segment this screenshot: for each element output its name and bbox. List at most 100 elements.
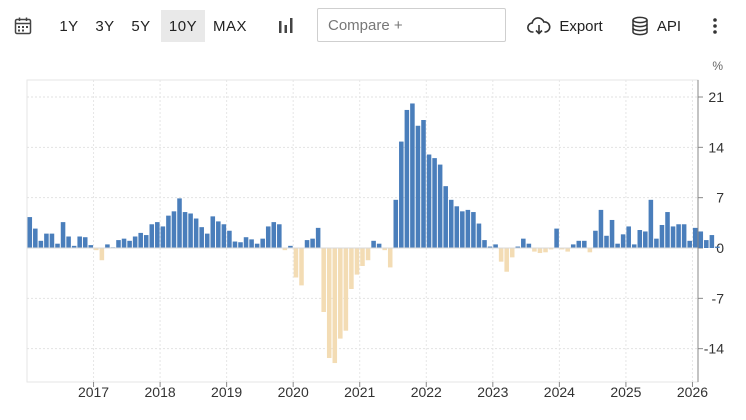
bar[interactable] [38, 240, 44, 248]
bar[interactable] [631, 244, 637, 248]
bar[interactable] [637, 230, 643, 248]
bar[interactable] [116, 240, 121, 248]
bar[interactable] [88, 245, 94, 248]
bar[interactable] [471, 212, 476, 248]
bar[interactable] [704, 240, 709, 248]
bar[interactable] [149, 224, 155, 248]
bar[interactable] [648, 199, 654, 248]
bar[interactable] [155, 222, 160, 248]
bar[interactable] [476, 223, 482, 248]
bar[interactable] [299, 248, 304, 286]
bar[interactable] [465, 209, 471, 248]
bar[interactable] [537, 248, 543, 254]
bar[interactable] [33, 228, 38, 248]
bar[interactable] [315, 227, 321, 248]
bar[interactable] [565, 248, 570, 252]
bar[interactable] [138, 232, 143, 248]
bar[interactable] [432, 158, 437, 248]
bar[interactable] [288, 245, 293, 248]
bar[interactable] [448, 199, 454, 248]
bar[interactable] [210, 216, 216, 248]
bar[interactable] [132, 236, 138, 249]
bar[interactable] [715, 246, 720, 248]
export-button[interactable]: Export [522, 10, 608, 42]
bar[interactable] [171, 211, 177, 248]
bar[interactable] [387, 248, 393, 268]
bar[interactable] [554, 228, 559, 248]
bar[interactable] [94, 248, 99, 251]
bar[interactable] [354, 248, 360, 275]
bar[interactable] [293, 248, 299, 278]
bar[interactable] [515, 246, 521, 248]
bar[interactable] [199, 227, 204, 248]
bar[interactable] [232, 241, 238, 248]
bar[interactable] [593, 230, 598, 248]
bar[interactable] [382, 248, 387, 251]
bar[interactable] [243, 237, 249, 248]
bar[interactable] [371, 240, 376, 248]
bar[interactable] [376, 243, 382, 248]
bar[interactable] [487, 246, 493, 248]
bar[interactable] [615, 243, 620, 248]
bar[interactable] [559, 248, 565, 250]
bar[interactable] [587, 248, 593, 253]
bar[interactable] [326, 248, 332, 359]
bar[interactable] [681, 224, 687, 248]
bar[interactable] [271, 222, 277, 248]
bar[interactable] [443, 186, 448, 248]
bar[interactable] [659, 224, 665, 248]
bar[interactable] [643, 231, 648, 248]
bar[interactable] [543, 248, 548, 253]
bar[interactable] [166, 215, 171, 248]
bar[interactable] [360, 248, 365, 266]
bar[interactable] [216, 221, 221, 248]
bar[interactable] [399, 141, 404, 248]
bar[interactable] [188, 213, 193, 248]
bar[interactable] [343, 248, 349, 331]
bar[interactable] [66, 236, 71, 249]
bar[interactable] [49, 233, 55, 248]
bar[interactable] [709, 235, 715, 248]
range-max-button[interactable]: MAX [212, 17, 247, 35]
bar[interactable] [421, 120, 426, 248]
api-button[interactable]: API [626, 10, 686, 42]
bar[interactable] [692, 227, 698, 248]
bar[interactable] [332, 248, 338, 364]
bar[interactable] [127, 240, 132, 248]
calendar-button[interactable] [9, 10, 37, 42]
bar[interactable] [410, 103, 415, 248]
bar[interactable] [71, 245, 77, 248]
bar[interactable] [676, 224, 681, 248]
bar[interactable] [493, 244, 498, 248]
bar[interactable] [55, 243, 60, 248]
more-menu-button[interactable] [704, 10, 726, 42]
bar[interactable] [260, 238, 265, 248]
bar[interactable] [393, 199, 399, 248]
bar[interactable] [670, 226, 676, 248]
bar[interactable] [521, 238, 526, 248]
bar[interactable] [282, 248, 288, 251]
bar[interactable] [221, 224, 227, 248]
chart-type-button[interactable] [273, 10, 299, 42]
bar[interactable] [193, 218, 199, 248]
bar[interactable] [532, 248, 537, 252]
bar[interactable] [626, 226, 631, 248]
bar[interactable] [654, 238, 659, 248]
bar[interactable] [160, 226, 166, 248]
bar[interactable] [177, 198, 182, 248]
bar[interactable] [27, 217, 33, 248]
bar[interactable] [576, 240, 582, 248]
range-5y-button[interactable]: 5Y [131, 17, 151, 35]
bar[interactable] [99, 248, 105, 261]
bar[interactable] [548, 248, 554, 250]
bar[interactable] [687, 240, 692, 248]
bar[interactable] [249, 239, 254, 248]
bar[interactable] [415, 125, 421, 248]
compare-input[interactable] [317, 8, 506, 42]
range-3y-button[interactable]: 3Y [95, 17, 115, 35]
range-10y-button[interactable]: 10Y [161, 10, 205, 42]
bar[interactable] [404, 109, 410, 248]
bar[interactable] [321, 248, 326, 312]
bar[interactable] [265, 226, 271, 248]
bar[interactable] [77, 236, 82, 249]
